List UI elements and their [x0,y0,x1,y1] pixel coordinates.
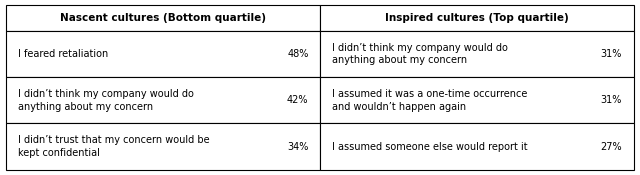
Text: Inspired cultures (Top quartile): Inspired cultures (Top quartile) [385,13,569,23]
Text: I assumed someone else would report it: I assumed someone else would report it [332,142,527,152]
Bar [320,5,634,31]
Text: I assumed it was a one-time occurrence
and wouldn’t happen again: I assumed it was a one-time occurrence a… [332,89,527,112]
Bar [320,77,634,123]
Text: I feared retaliation: I feared retaliation [18,49,108,59]
Text: I didn’t trust that my concern would be
kept confidential: I didn’t trust that my concern would be … [18,135,209,158]
Text: I didn’t think my company would do
anything about my concern: I didn’t think my company would do anyth… [332,43,508,65]
Text: 48%: 48% [287,49,308,59]
Text: 31%: 31% [601,49,622,59]
Bar [6,5,320,31]
Bar [6,31,320,77]
Text: 42%: 42% [287,95,308,105]
Text: I didn’t think my company would do
anything about my concern: I didn’t think my company would do anyth… [18,89,194,112]
Text: Nascent cultures (Bottom quartile): Nascent cultures (Bottom quartile) [60,13,266,23]
Text: 27%: 27% [600,142,622,152]
Text: 34%: 34% [287,142,308,152]
Bar [320,31,634,77]
Bar [320,123,634,170]
Text: 31%: 31% [601,95,622,105]
Bar [6,77,320,123]
Bar [6,123,320,170]
